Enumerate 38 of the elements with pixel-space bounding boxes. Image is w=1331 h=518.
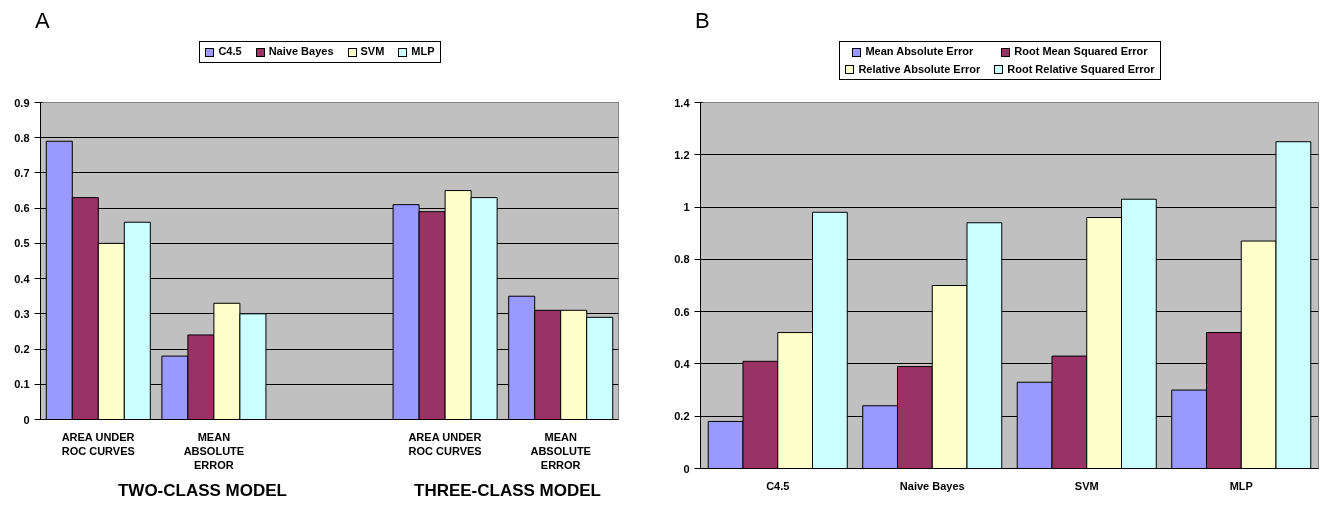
x-tick-label: C4.5	[766, 479, 790, 492]
x-tick-label: SVM	[1074, 479, 1099, 492]
legend-label: Root Relative Squared Error	[1006, 61, 1155, 77]
y-tick-label: 0.8	[14, 131, 30, 144]
y-tick-label: 0.9	[14, 96, 30, 109]
y-tick-label: 1	[683, 201, 690, 214]
y-tick-label: 0.5	[14, 237, 30, 250]
y-tick-label: 0.8	[674, 253, 690, 266]
y-tick-label: 0.3	[14, 307, 30, 320]
y-tick-label: 0.7	[14, 166, 30, 179]
y-tick-label: 0.4	[14, 272, 31, 285]
y-tick-label: 1.2	[674, 148, 690, 161]
x-tick-label: MLP	[1229, 479, 1253, 492]
y-tick-label: 0.1	[14, 378, 30, 391]
legend-label: Naive Bayes	[267, 44, 334, 59]
legend-label: C4.5	[217, 44, 242, 59]
x-tick-label: AREA UNDER ROC CURVES	[408, 430, 482, 457]
text: B	[695, 7, 710, 35]
x-tick-label: MEAN ABSOLUTE ERROR	[183, 430, 245, 472]
x-tick-label: Naive Bayes	[899, 479, 965, 492]
y-tick-label: 1.4	[674, 96, 691, 109]
legend-label: MLP	[410, 44, 435, 59]
text: THREE-CLASS MODEL	[414, 480, 601, 502]
legend-label: Relative Absolute Error	[857, 61, 981, 77]
legend-label: Mean Absolute Error	[864, 44, 975, 59]
text: A	[35, 7, 50, 35]
y-tick-label: 0.2	[674, 410, 690, 423]
y-tick-label: 0.6	[674, 305, 690, 318]
text: TWO-CLASS MODEL	[117, 480, 288, 502]
y-tick-label: 0.4	[674, 357, 691, 370]
x-tick-label: AREA UNDER ROC CURVES	[61, 430, 135, 457]
y-tick-label: 0	[683, 462, 690, 475]
y-tick-label: 0.6	[14, 202, 30, 215]
y-tick-label: 0	[23, 413, 30, 426]
legend-label: SVM	[359, 44, 385, 59]
x-tick-label: MEAN ABSOLUTE ERROR	[530, 430, 591, 472]
y-tick-label: 0.2	[14, 343, 30, 356]
legend-label: Root Mean Squared Error	[1013, 44, 1149, 59]
